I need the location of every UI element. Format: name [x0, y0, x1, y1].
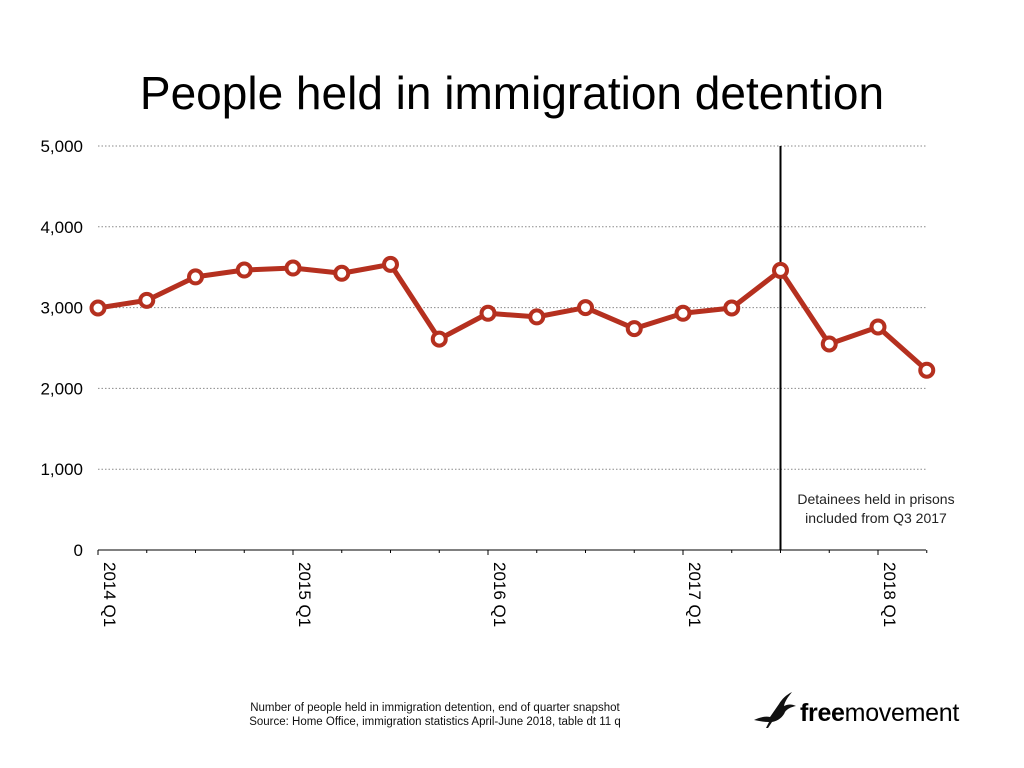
- annotation: Detainees held in prisons included from Q…: [779, 146, 955, 550]
- heron-bird-icon: [754, 692, 796, 728]
- x-tick-label: 2015 Q1: [295, 562, 314, 627]
- annotation-text-line1: Detainees held in prisons: [797, 491, 954, 507]
- y-tick-label: 1,000: [40, 460, 83, 479]
- annotation-text-line2: included from Q3 2017: [805, 510, 947, 526]
- data-point: [625, 320, 643, 338]
- x-tick-label: 2018 Q1: [880, 562, 899, 627]
- freemovement-logo: freemovement: [752, 690, 959, 730]
- chart-title: People held in immigration detention: [139, 67, 885, 119]
- y-tick-label: 0: [74, 541, 83, 560]
- data-point: [723, 299, 741, 317]
- x-tick-label: 2017 Q1: [685, 562, 704, 627]
- footer-description: Number of people held in immigration det…: [250, 702, 620, 714]
- y-tick-label: 2,000: [40, 379, 83, 398]
- data-point: [382, 255, 399, 273]
- y-tick-label: 4,000: [40, 218, 83, 237]
- gridlines: [98, 145, 926, 470]
- x-tick-label: 2014 Q1: [100, 562, 119, 627]
- data-point: [235, 261, 253, 279]
- data-point: [918, 361, 936, 379]
- data-points: [89, 255, 936, 379]
- data-point: [138, 291, 156, 309]
- series-line: [95, 261, 930, 373]
- data-point: [430, 330, 448, 348]
- footer-source: Source: Home Office, immigration statist…: [249, 716, 621, 728]
- y-tick-label: 5,000: [40, 137, 83, 156]
- logo-word-movement: movement: [844, 699, 960, 727]
- data-point: [772, 261, 789, 279]
- data-point: [528, 308, 546, 326]
- data-point: [820, 335, 838, 353]
- logo-word-free: free: [800, 699, 845, 727]
- data-point: [577, 299, 594, 317]
- data-point: [89, 299, 107, 317]
- data-point: [869, 318, 887, 336]
- data-point: [284, 259, 302, 277]
- y-tick-label: 3,000: [40, 299, 83, 318]
- x-axis: 2014 Q1 2015 Q1 2016 Q1 2017 Q1 2018 Q1: [97, 549, 928, 627]
- footer-note: Number of people held in immigration det…: [200, 701, 670, 729]
- logo-wordmark: freemovement: [800, 698, 959, 730]
- y-axis-tick-labels: 0 1,000 2,000 3,000 4,000 5,000: [40, 137, 83, 560]
- series-line: [95, 261, 930, 373]
- data-point: [479, 304, 497, 322]
- data-point: [674, 304, 692, 322]
- data-point: [187, 268, 204, 286]
- data-point: [333, 264, 351, 282]
- x-tick-label: 2016 Q1: [490, 562, 509, 627]
